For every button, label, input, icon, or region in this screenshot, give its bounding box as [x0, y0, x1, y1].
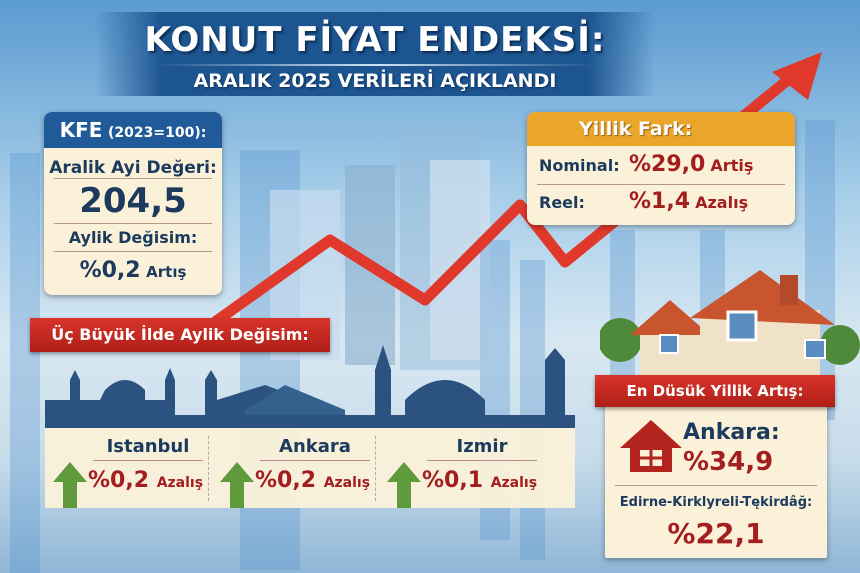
city-change-value: %0,2	[255, 468, 317, 493]
change-word: Artış	[146, 263, 187, 281]
second-region-value: %22,1	[667, 517, 765, 550]
page-subtitle: ARALIK 2025 VERİLERİ AÇIKLANDI	[193, 70, 557, 92]
green-up-arrow-icon	[220, 462, 254, 508]
cities-ribbon: Üç Büyük İlde Aylik Değisim:	[30, 318, 330, 352]
city-change: %0,2 Azalış	[88, 468, 203, 493]
row-value: %1,4	[629, 189, 691, 214]
city-change: %0,1 Azalış	[422, 468, 537, 493]
city-change-word: Azalış	[156, 475, 204, 491]
city-name: Izmir	[427, 436, 537, 461]
divider	[375, 436, 376, 501]
row-word: Artiş	[710, 156, 754, 175]
second-region-name: Edirne-Kirklyreli-Tękirdâğ:	[619, 495, 813, 510]
page-title: KONUT FİYAT ENDEKSİ:	[144, 20, 606, 60]
first-region-value: %34,9	[683, 447, 774, 477]
kfe-card: KFE (2023=100): Aralik Ayi Değeri: 204,5…	[44, 112, 222, 295]
annual-card: Yillik Fark: Nominal: %29,0 Artiş Reel: …	[527, 112, 795, 225]
cities-panel: Istanbul %0,2 Azalış Ankara %0,2 Azalış …	[45, 428, 575, 508]
house-icon	[620, 420, 682, 472]
city-change-value: %0,1	[422, 468, 484, 493]
row-label: Reel:	[539, 193, 585, 212]
change-value: %0,2	[79, 258, 141, 283]
row-value: %29,0	[629, 152, 706, 177]
city-name: Istanbul	[93, 436, 203, 461]
annual-row-nominal: Nominal: %29,0 Artiş	[527, 146, 795, 184]
change-label: Aylik Değisim:	[68, 228, 198, 247]
lowest-increase-card: Ankara: %34,9 Edirne-Kirklyreli-Tękirdâğ…	[605, 395, 827, 558]
city-istanbul: Istanbul %0,2 Azalış	[53, 428, 223, 508]
index-value: 204,5	[79, 181, 187, 221]
city-change: %0,2 Azalış	[255, 468, 370, 493]
row-label: Nominal:	[539, 156, 620, 175]
green-up-arrow-icon	[53, 462, 87, 508]
lowest-increase-ribbon: En Düsük Yillik Artış:	[595, 375, 835, 407]
divider	[208, 436, 209, 501]
green-up-arrow-icon	[387, 462, 421, 508]
annual-row-reel: Reel: %1,4 Azalış	[527, 185, 795, 214]
first-region-name: Ankara:	[683, 420, 780, 445]
city-change-word: Azalış	[323, 475, 371, 491]
title-banner: KONUT FİYAT ENDEKSİ: ARALIK 2025 VERİLER…	[95, 12, 655, 96]
city-ankara: Ankara %0,2 Azalış	[220, 428, 390, 508]
kfe-base: (2023=100):	[108, 125, 207, 141]
value-label: Aralik Ayi Değeri:	[49, 158, 217, 178]
city-name: Ankara	[260, 436, 370, 461]
annual-title: Yillik Fark:	[527, 112, 795, 146]
house-illustration	[600, 270, 860, 380]
kfe-title: KFE	[59, 118, 103, 142]
row-word: Azalış	[695, 193, 749, 212]
city-change-value: %0,2	[88, 468, 150, 493]
city-skyline-silhouette	[45, 345, 575, 428]
city-change-word: Azalış	[490, 475, 538, 491]
city-izmir: Izmir %0,1 Azalış	[387, 428, 567, 508]
